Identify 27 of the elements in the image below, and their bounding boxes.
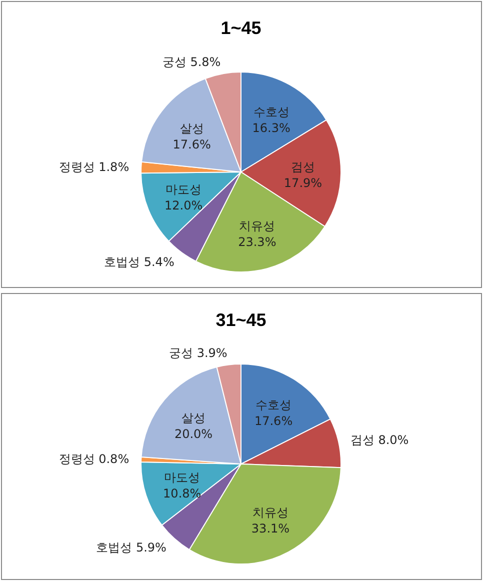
slice-label: 호법성 5.9% [96,540,166,555]
slice-label: 궁성 5.8% [162,54,221,69]
chart-title: 31~45 [216,310,266,330]
slice-label: 살성 [180,121,204,136]
slice-label: 검성 [290,160,315,174]
data-label: 16.3% [252,120,290,135]
data-label: 17.9% [284,176,322,190]
slice-label: 마도성 [166,182,202,196]
slice-label: 마도성 [164,470,200,484]
slice-label: 검성 8.0% [350,433,409,448]
data-label: 17.6% [254,414,293,428]
data-label: 33.1% [251,522,290,536]
slice-label: 살성 [182,411,206,426]
slice-label: 치유성 [252,506,288,520]
slice-label: 치유성 [239,218,276,233]
data-label: 12.0% [164,198,203,212]
slice-label: 정령성 0.8% [58,452,130,466]
slice-label: 정령성 1.8% [58,160,130,174]
data-label: 23.3% [238,234,276,249]
chart-title: 1~45 [220,18,262,38]
data-label: 10.8% [163,486,202,500]
slice-label: 궁성 3.9% [169,346,228,360]
slice-label: 호법성 5.4% [104,255,174,270]
slice-label: 수호성 [253,104,290,119]
data-label: 20.0% [174,427,213,442]
data-label: 17.6% [172,137,211,152]
slice-label: 수호성 [256,398,292,412]
